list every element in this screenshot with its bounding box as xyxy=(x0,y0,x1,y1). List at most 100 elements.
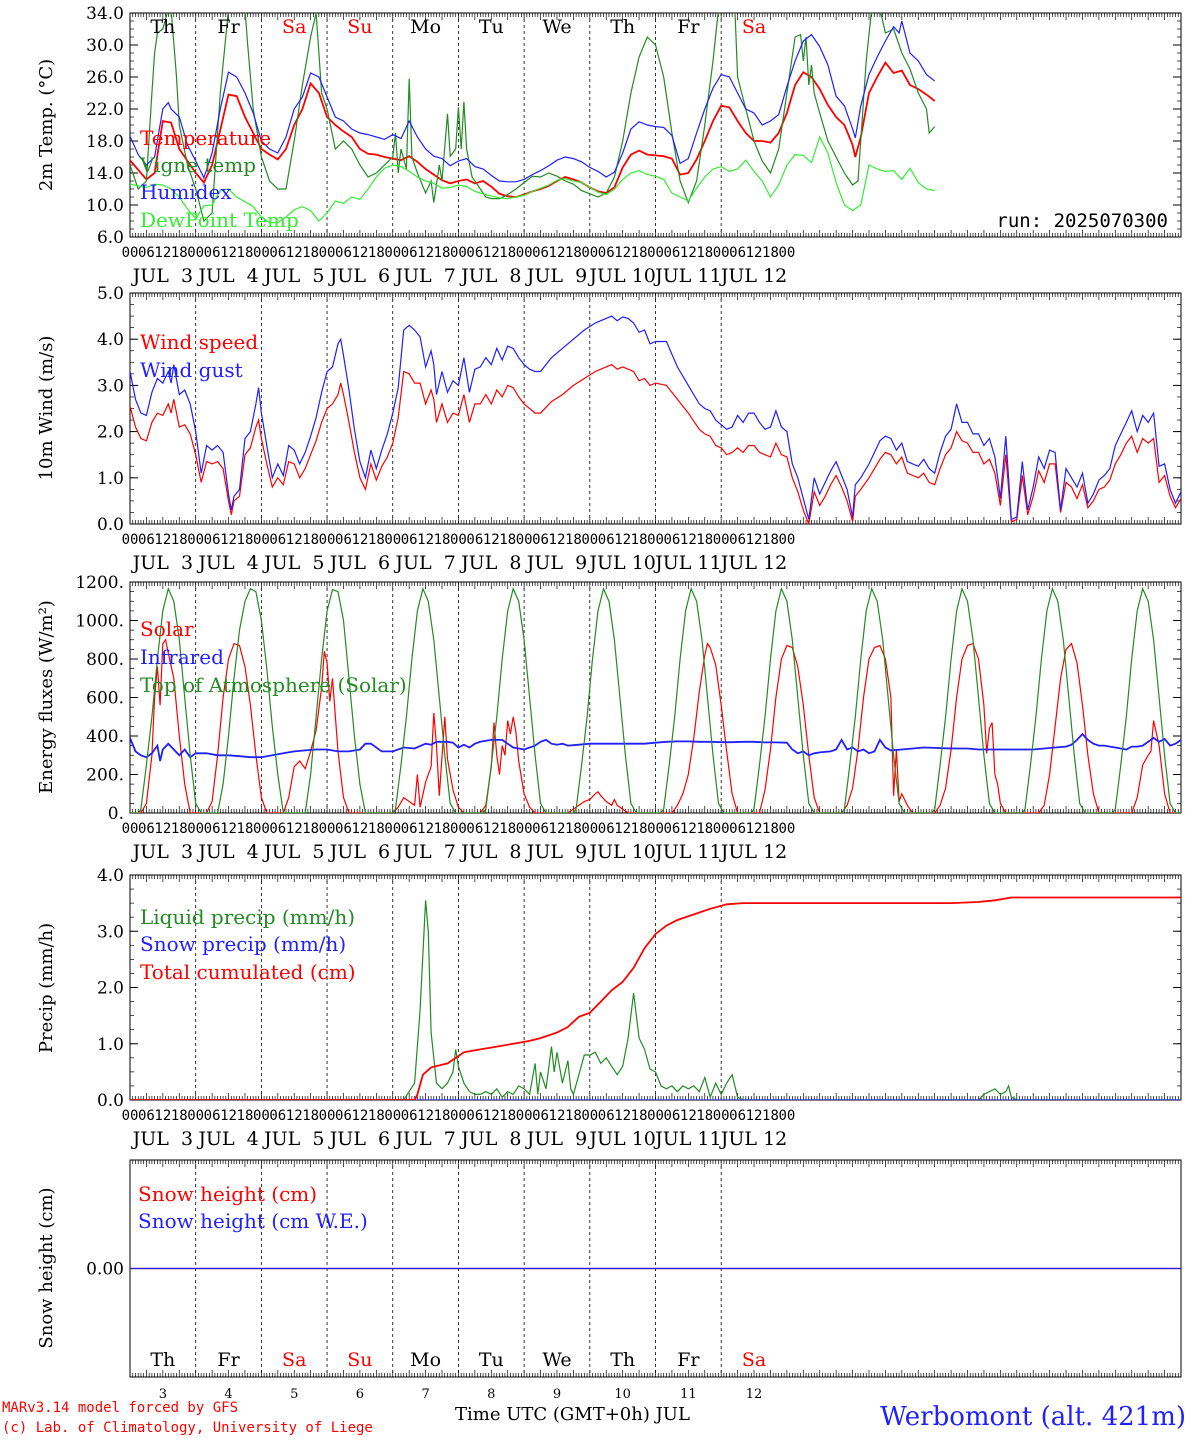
legend-entry: Snow height (cm) xyxy=(138,1182,317,1206)
hour-tick-label: 06 xyxy=(663,245,680,261)
hour-tick-label: 12 xyxy=(614,245,631,261)
y-axis-label: 10m Wind (m/s) xyxy=(36,336,57,481)
hour-tick-label: 06 xyxy=(598,1108,615,1124)
hour-tick-label: 00 xyxy=(516,532,533,548)
hour-tick-label: 06 xyxy=(663,821,680,837)
hour-tick-label: 12 xyxy=(614,532,631,548)
y-tick-label: 22.0 xyxy=(86,100,124,120)
hour-tick-label: 06 xyxy=(532,821,549,837)
hour-tick-label: 18 xyxy=(237,1108,254,1124)
hour-tick-label: 18 xyxy=(762,1108,779,1124)
y-tick-label: 6.0 xyxy=(97,228,124,248)
date-label: JUL 10 xyxy=(587,1128,655,1150)
hour-tick-label: 06 xyxy=(729,821,746,837)
day-number-label: 3 xyxy=(159,1387,167,1402)
hour-tick-label: 06 xyxy=(269,245,286,261)
hour-tick-label: 06 xyxy=(269,532,286,548)
date-label: JUL 6 xyxy=(328,1128,390,1150)
hour-tick-label: 18 xyxy=(762,245,779,261)
hour-tick-label: 00 xyxy=(647,1108,664,1124)
weekday-label-bottom: Th xyxy=(610,1349,635,1371)
y-tick-label: 400. xyxy=(86,727,124,747)
legend-entry: Wind gust xyxy=(140,358,243,382)
hour-tick-label: 06 xyxy=(401,532,418,548)
hour-tick-label: 12 xyxy=(614,821,631,837)
y-tick-label: 0. xyxy=(108,804,124,824)
date-label: JUL 3 xyxy=(131,265,193,287)
hour-tick-label: 18 xyxy=(696,532,713,548)
hour-tick-label: 18 xyxy=(302,821,319,837)
hour-tick-label: 18 xyxy=(565,532,582,548)
y-axis-label: Precip (mm/h) xyxy=(36,923,57,1053)
weekday-label-bottom: Su xyxy=(347,1349,372,1371)
hour-tick-label: 12 xyxy=(483,245,500,261)
weekday-label-bottom: Sa xyxy=(742,1349,766,1371)
hour-tick-label: 12 xyxy=(417,1108,434,1124)
weekday-label: Su xyxy=(347,16,372,38)
hour-tick-label: 12 xyxy=(154,532,171,548)
hour-tick-label: 12 xyxy=(746,532,763,548)
hour-tick-label: 06 xyxy=(204,532,221,548)
hour-tick-label: 00 xyxy=(450,532,467,548)
hour-tick-label: 18 xyxy=(565,821,582,837)
hour-tick-label: 12 xyxy=(351,821,368,837)
hour-tick-label: 18 xyxy=(631,1108,648,1124)
hour-tick-label: 12 xyxy=(351,1108,368,1124)
hour-tick-label: 12 xyxy=(549,1108,566,1124)
hour-tick-label: 12 xyxy=(549,532,566,548)
day-number-label: 6 xyxy=(356,1387,364,1402)
hour-tick-label: 18 xyxy=(171,1108,188,1124)
weekday-label: Fr xyxy=(217,16,240,38)
day-number-label: 5 xyxy=(290,1387,298,1402)
hour-tick-label: 12 xyxy=(220,1108,237,1124)
day-number-label: 4 xyxy=(224,1387,232,1402)
credit-model: MARv3.14 model forced by GFS xyxy=(2,1400,239,1416)
x-axis-caption: Time UTC (GMT+0h) JUL xyxy=(455,1404,690,1425)
y-tick-label: 4.0 xyxy=(97,330,124,350)
panel-3: 0. 200. 400. 600. 800. 1000. 1200. Energy fluxe… xyxy=(36,573,1182,863)
series-line-top-of-atmosphere-solar- xyxy=(130,586,1181,813)
hour-tick-label: 12 xyxy=(220,245,237,261)
y-tick-label: 200. xyxy=(86,766,124,786)
hour-tick-label: 00 xyxy=(187,1108,204,1124)
hour-tick-label: 00 xyxy=(187,532,204,548)
hour-tick-label: 18 xyxy=(762,821,779,837)
date-label: JUL 9 xyxy=(525,552,587,574)
hour-tick-label: 06 xyxy=(269,1108,286,1124)
day-number-label: 9 xyxy=(553,1387,561,1402)
legend-entry: Snow height (cm W.E.) xyxy=(138,1209,368,1233)
hour-tick-label: 18 xyxy=(696,245,713,261)
hour-tick-label: 00 xyxy=(253,245,270,261)
hour-tick-label: 00 xyxy=(713,821,730,837)
day-number-label: 8 xyxy=(487,1387,495,1402)
legend-entry: Top of Atmosphere (Solar) xyxy=(140,673,407,697)
y-tick-label: 0.00 xyxy=(86,1260,124,1280)
date-label: JUL 10 xyxy=(587,265,655,287)
hour-tick-label: 12 xyxy=(483,821,500,837)
hour-tick-label: 06 xyxy=(204,821,221,837)
hour-tick-label: 06 xyxy=(138,245,155,261)
hour-tick-label: 18 xyxy=(237,532,254,548)
hour-tick-label: 06 xyxy=(729,1108,746,1124)
date-label: JUL 5 xyxy=(262,265,324,287)
y-tick-label: 1000. xyxy=(75,612,124,632)
weekday-label: Mo xyxy=(410,16,441,38)
hour-tick-label: 00 xyxy=(647,532,664,548)
hour-tick-label: 18 xyxy=(171,245,188,261)
hour-tick-label: 00 xyxy=(516,1108,533,1124)
hour-tick-label: 18 xyxy=(631,532,648,548)
hour-tick-label: 06 xyxy=(401,821,418,837)
hour-tick-label: 12 xyxy=(549,821,566,837)
y-tick-label: 1.0 xyxy=(97,1035,124,1055)
hour-tick-label: 06 xyxy=(204,245,221,261)
hour-tick-label: 12 xyxy=(746,821,763,837)
hour-tick-label: 18 xyxy=(171,532,188,548)
date-label: JUL 7 xyxy=(393,265,455,287)
hour-tick-label: 00 xyxy=(384,532,401,548)
hour-tick-label: 12 xyxy=(286,1108,303,1124)
hour-tick-label: 06 xyxy=(663,532,680,548)
hour-tick-label: 06 xyxy=(466,821,483,837)
hour-tick-label: 12 xyxy=(680,821,697,837)
hour-tick-label: 18 xyxy=(762,532,779,548)
